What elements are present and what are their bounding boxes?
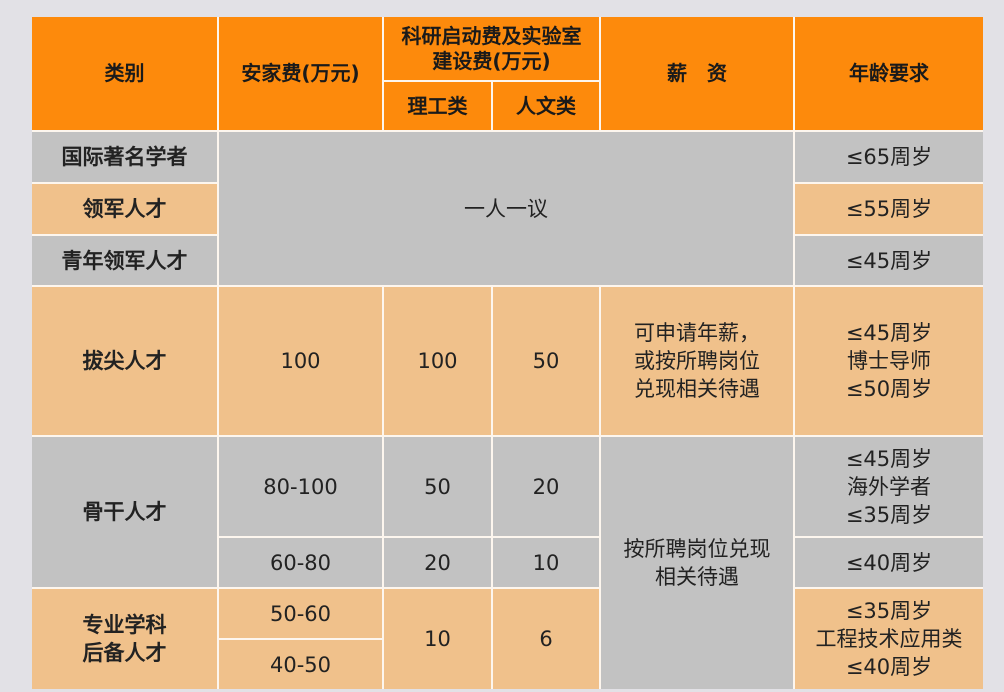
category-young-leading: 青年领军人才	[32, 236, 217, 285]
reserve-settling-a: 50-60	[219, 589, 382, 638]
backbone-a-settling: 80-100	[219, 437, 382, 536]
header-age: 年龄要求	[795, 17, 983, 130]
top-settling: 100	[219, 287, 382, 435]
reserve-humanities: 6	[493, 589, 599, 689]
backbone-b-humanities: 10	[493, 538, 599, 587]
age-young-leading: ≤45周岁	[795, 236, 983, 285]
header-science: 理工类	[384, 82, 491, 130]
backbone-b-settling: 60-80	[219, 538, 382, 587]
top-humanities: 50	[493, 287, 599, 435]
backbone-b-age: ≤40周岁	[795, 538, 983, 587]
category-backbone: 骨干人才	[32, 437, 217, 587]
backbone-salary: 按所聘岗位兑现 相关待遇	[601, 437, 793, 689]
negotiable-cell: 一人一议	[219, 132, 793, 285]
age-leading: ≤55周岁	[795, 184, 983, 234]
backbone-a-humanities: 20	[493, 437, 599, 536]
backbone-a-science: 50	[384, 437, 491, 536]
top-salary: 可申请年薪， 或按所聘岗位 兑现相关待遇	[601, 287, 793, 435]
reserve-settling-b: 40-50	[219, 640, 382, 689]
reserve-science: 10	[384, 589, 491, 689]
header-salary: 薪 资	[601, 17, 793, 130]
top-age: ≤45周岁 博士导师 ≤50周岁	[795, 287, 983, 435]
backbone-b-science: 20	[384, 538, 491, 587]
category-top-talent: 拔尖人才	[32, 287, 217, 435]
header-research-fee: 科研启动费及实验室 建设费(万元)	[384, 17, 599, 80]
category-leading-talent: 领军人才	[32, 184, 217, 234]
header-settling-fee: 安家费(万元)	[219, 17, 382, 130]
header-humanities: 人文类	[493, 82, 599, 130]
backbone-a-age: ≤45周岁 海外学者 ≤35周岁	[795, 437, 983, 536]
reserve-age: ≤35周岁 工程技术应用类 ≤40周岁	[795, 589, 983, 689]
category-reserve: 专业学科 后备人才	[32, 589, 217, 689]
talent-policy-table: 类别 安家费(万元) 科研启动费及实验室 建设费(万元) 理工类 人文类 薪 资…	[32, 17, 983, 689]
category-intl-scholar: 国际著名学者	[32, 132, 217, 182]
header-category: 类别	[32, 17, 217, 130]
top-science: 100	[384, 287, 491, 435]
age-intl: ≤65周岁	[795, 132, 983, 182]
